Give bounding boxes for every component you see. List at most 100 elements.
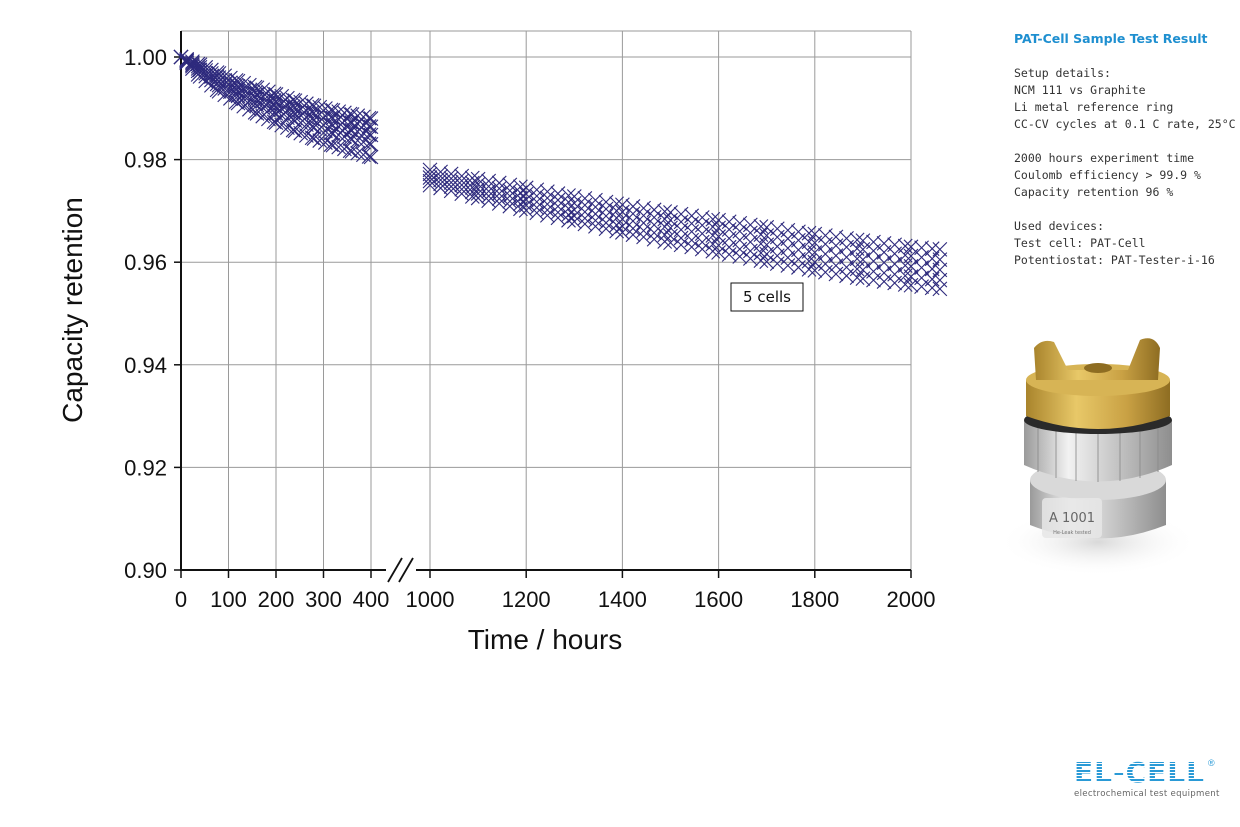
results-line: Capacity retention 96 % bbox=[1014, 185, 1174, 199]
data-point-marker bbox=[363, 149, 379, 165]
data-point-marker bbox=[550, 210, 566, 226]
data-point-marker bbox=[598, 221, 614, 237]
data-point-marker bbox=[646, 225, 662, 241]
chart-data-marks bbox=[173, 49, 948, 297]
x-tick-label: 1400 bbox=[598, 587, 647, 612]
el-cell-logo: EL-CELL ® electrochemical test equipment bbox=[1074, 758, 1219, 800]
data-point-marker bbox=[615, 225, 630, 240]
data-point-marker bbox=[588, 219, 603, 234]
data-point-marker bbox=[657, 219, 673, 235]
data-point-marker bbox=[285, 122, 301, 138]
data-point-marker bbox=[897, 258, 913, 273]
data-point-marker bbox=[299, 128, 314, 143]
data-point-marker bbox=[609, 196, 625, 212]
data-point-marker bbox=[268, 115, 284, 131]
registered-mark-icon: ® bbox=[1208, 758, 1215, 768]
data-point-marker bbox=[924, 280, 940, 296]
data-point-marker bbox=[287, 123, 303, 139]
x-tick-label: 2000 bbox=[887, 587, 936, 612]
y-axis-title: Capacity retention bbox=[57, 197, 88, 423]
x-axis-title: Time / hours bbox=[468, 624, 623, 655]
data-point-marker bbox=[304, 130, 320, 146]
product-sublabel: He-Leak tested bbox=[1053, 530, 1091, 536]
data-point-marker bbox=[306, 98, 322, 114]
data-point-marker bbox=[491, 181, 507, 196]
data-point-marker bbox=[491, 191, 507, 207]
axis-break-mark bbox=[398, 557, 414, 583]
capacity-retention-chart: 0.90 0.92 0.94 0.96 0.98 1.00 0 100 200 300 400 100… bbox=[57, 30, 948, 655]
data-point-marker bbox=[577, 190, 593, 206]
data-point-marker bbox=[287, 93, 303, 108]
data-point-marker bbox=[361, 149, 377, 164]
data-point-marker bbox=[711, 245, 726, 260]
data-point-marker bbox=[491, 196, 507, 211]
data-point-marker bbox=[657, 204, 673, 219]
data-point-marker bbox=[932, 281, 948, 297]
data-point-marker bbox=[299, 117, 314, 133]
data-point-marker bbox=[539, 196, 555, 212]
x-tick-label: 300 bbox=[305, 587, 342, 612]
x-tick-label: 1200 bbox=[502, 587, 551, 612]
data-point-marker bbox=[287, 99, 303, 115]
data-point-marker bbox=[502, 198, 518, 214]
data-point-marker bbox=[625, 221, 641, 236]
data-point-marker bbox=[318, 135, 333, 150]
data-point-marker bbox=[464, 189, 480, 204]
data-point-marker bbox=[550, 198, 566, 214]
data-point-marker bbox=[361, 110, 377, 126]
data-point-marker bbox=[657, 211, 673, 227]
data-point-marker bbox=[636, 223, 651, 238]
data-point-marker bbox=[198, 73, 214, 89]
data-point-marker bbox=[705, 243, 721, 259]
data-point-marker bbox=[742, 251, 758, 266]
data-point-marker bbox=[350, 145, 366, 161]
y-tick-label: 1.00 bbox=[124, 45, 167, 70]
data-point-marker bbox=[529, 200, 545, 216]
data-point-marker bbox=[529, 194, 545, 210]
data-point-marker bbox=[513, 179, 528, 195]
setup-details: Setup details: NCM 111 vs Graphite Li meta… bbox=[1014, 65, 1236, 133]
data-point-marker bbox=[897, 277, 913, 292]
data-point-marker bbox=[470, 190, 486, 206]
data-point-marker bbox=[249, 106, 265, 121]
data-point-marker bbox=[705, 236, 721, 252]
data-point-marker bbox=[673, 230, 689, 246]
data-point-marker bbox=[323, 137, 339, 152]
data-point-marker bbox=[539, 207, 555, 223]
data-point-marker bbox=[266, 114, 282, 130]
data-point-marker bbox=[539, 202, 555, 218]
results-line: 2000 hours experiment time bbox=[1014, 151, 1195, 165]
data-point-marker bbox=[657, 227, 673, 243]
data-point-marker bbox=[274, 117, 290, 133]
data-point-marker bbox=[609, 203, 625, 219]
data-point-marker bbox=[513, 190, 528, 206]
data-point-marker bbox=[753, 253, 769, 268]
data-point-marker bbox=[539, 190, 555, 206]
chart-ticks: 0.90 0.92 0.94 0.96 0.98 1.00 0 100 200 300 400 100… bbox=[124, 45, 935, 612]
axis-break-mark bbox=[387, 557, 403, 583]
panel-title: PAT-Cell Sample Test Result bbox=[1014, 31, 1208, 46]
data-point-marker bbox=[422, 177, 438, 193]
data-point-marker bbox=[817, 264, 833, 280]
data-point-marker bbox=[325, 110, 341, 126]
data-point-marker bbox=[454, 186, 470, 202]
data-point-marker bbox=[615, 218, 630, 234]
data-point-marker bbox=[363, 136, 379, 152]
data-point-marker bbox=[481, 193, 497, 209]
data-point-marker bbox=[274, 88, 290, 104]
data-point-marker bbox=[932, 252, 948, 268]
data-point-marker bbox=[566, 202, 582, 218]
data-point-marker bbox=[312, 133, 328, 148]
data-point-marker bbox=[566, 214, 582, 230]
data-point-marker bbox=[801, 261, 817, 277]
data-point-marker bbox=[204, 78, 219, 93]
x-tick-label: 100 bbox=[210, 587, 247, 612]
data-point-marker bbox=[897, 247, 913, 263]
product-label: A 1001 bbox=[1049, 511, 1095, 526]
data-point-marker bbox=[849, 241, 865, 256]
data-point-marker bbox=[932, 241, 948, 257]
data-point-marker bbox=[828, 266, 844, 282]
y-tick-label: 0.96 bbox=[124, 250, 167, 275]
data-point-marker bbox=[924, 271, 940, 287]
data-point-marker bbox=[443, 183, 459, 199]
